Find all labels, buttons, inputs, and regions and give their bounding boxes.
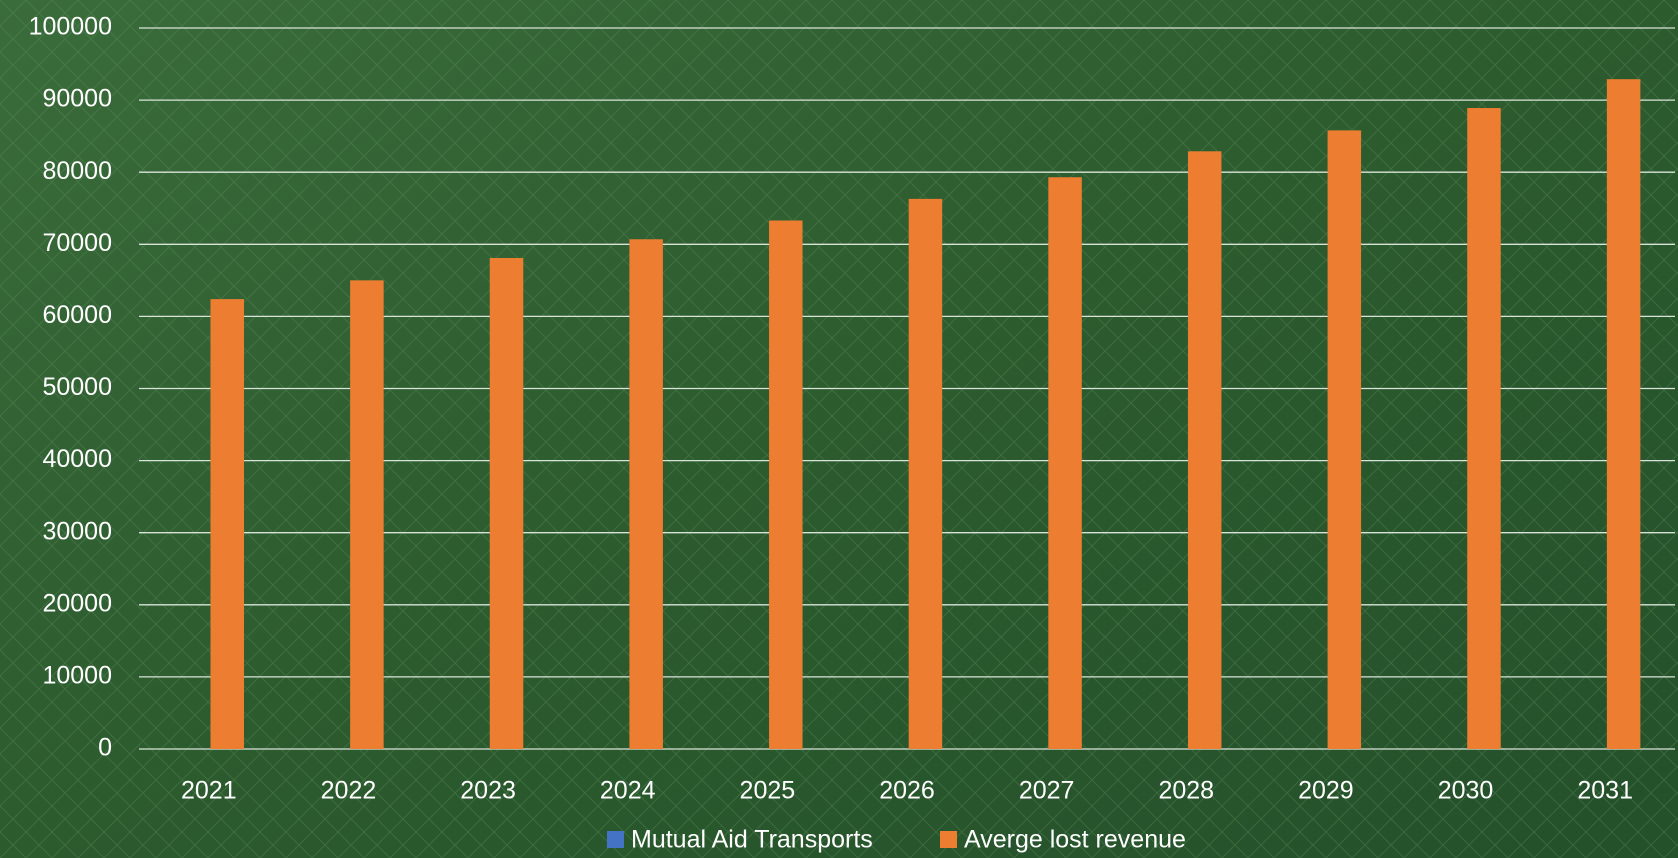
legend-label: Averge lost revenue (964, 826, 1186, 854)
bar (350, 280, 384, 749)
bar (908, 198, 943, 749)
x-tick-label: 2025 (740, 777, 796, 805)
y-tick-label: 90000 (42, 85, 112, 113)
y-tick-label: 60000 (42, 301, 112, 329)
bar (629, 239, 663, 750)
x-tick-label: 2024 (600, 777, 656, 805)
x-tick-label: 2028 (1158, 777, 1214, 805)
bar (1187, 151, 1222, 749)
bar (1606, 79, 1641, 750)
x-tick-label: 2027 (1019, 777, 1075, 805)
bar (1327, 130, 1362, 749)
bar (769, 220, 803, 749)
y-tick-label: 50000 (42, 373, 112, 401)
x-tick-label: 2021 (181, 777, 237, 805)
bar (1048, 177, 1082, 749)
x-tick-label: 2022 (321, 777, 377, 805)
x-tick-label: 2026 (879, 777, 935, 805)
legend-label: Mutual Aid Transports (631, 826, 873, 854)
y-tick-label: 20000 (42, 589, 112, 617)
x-tick-label: 2030 (1438, 777, 1494, 805)
y-tick-label: 80000 (42, 157, 112, 185)
legend-swatch (940, 831, 957, 848)
y-tick-label: 10000 (42, 662, 112, 690)
x-tick-label: 2029 (1298, 777, 1354, 805)
x-tick-label: 2031 (1577, 777, 1633, 805)
x-tick-label: 2023 (460, 777, 516, 805)
y-tick-label: 70000 (42, 229, 112, 257)
bar (1467, 108, 1501, 749)
y-tick-label: 40000 (42, 445, 112, 473)
y-tick-label: 100000 (29, 13, 112, 41)
bar (489, 257, 524, 749)
legend-swatch (607, 831, 624, 848)
y-tick-label: 0 (98, 734, 112, 762)
legend: Mutual Aid Transports Averge lost revenue (607, 826, 1186, 854)
y-tick-label: 30000 (42, 517, 112, 545)
bar (210, 299, 245, 749)
